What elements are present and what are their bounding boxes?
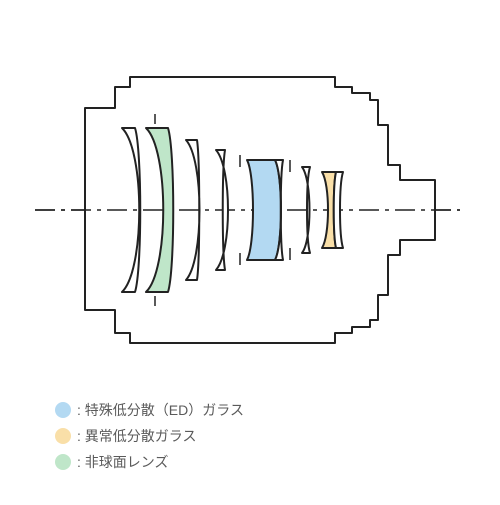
legend-row-aspherical: : 非球面レンズ bbox=[55, 452, 244, 472]
legend-row-anomalous: : 異常低分散ガラス bbox=[55, 426, 244, 446]
legend-label-ed: : 特殊低分散（ED）ガラス bbox=[77, 400, 244, 420]
legend: : 特殊低分散（ED）ガラス : 異常低分散ガラス : 非球面レンズ bbox=[55, 400, 244, 478]
legend-swatch-ed bbox=[55, 402, 71, 418]
legend-label-anomalous: : 異常低分散ガラス bbox=[77, 426, 197, 446]
legend-row-ed: : 特殊低分散（ED）ガラス bbox=[55, 400, 244, 420]
lens-e5-ed bbox=[247, 160, 281, 260]
legend-label-aspherical: : 非球面レンズ bbox=[77, 452, 169, 472]
legend-swatch-anomalous bbox=[55, 428, 71, 444]
legend-swatch-aspherical bbox=[55, 454, 71, 470]
lens-diagram-container: : 特殊低分散（ED）ガラス : 異常低分散ガラス : 非球面レンズ bbox=[0, 0, 500, 500]
